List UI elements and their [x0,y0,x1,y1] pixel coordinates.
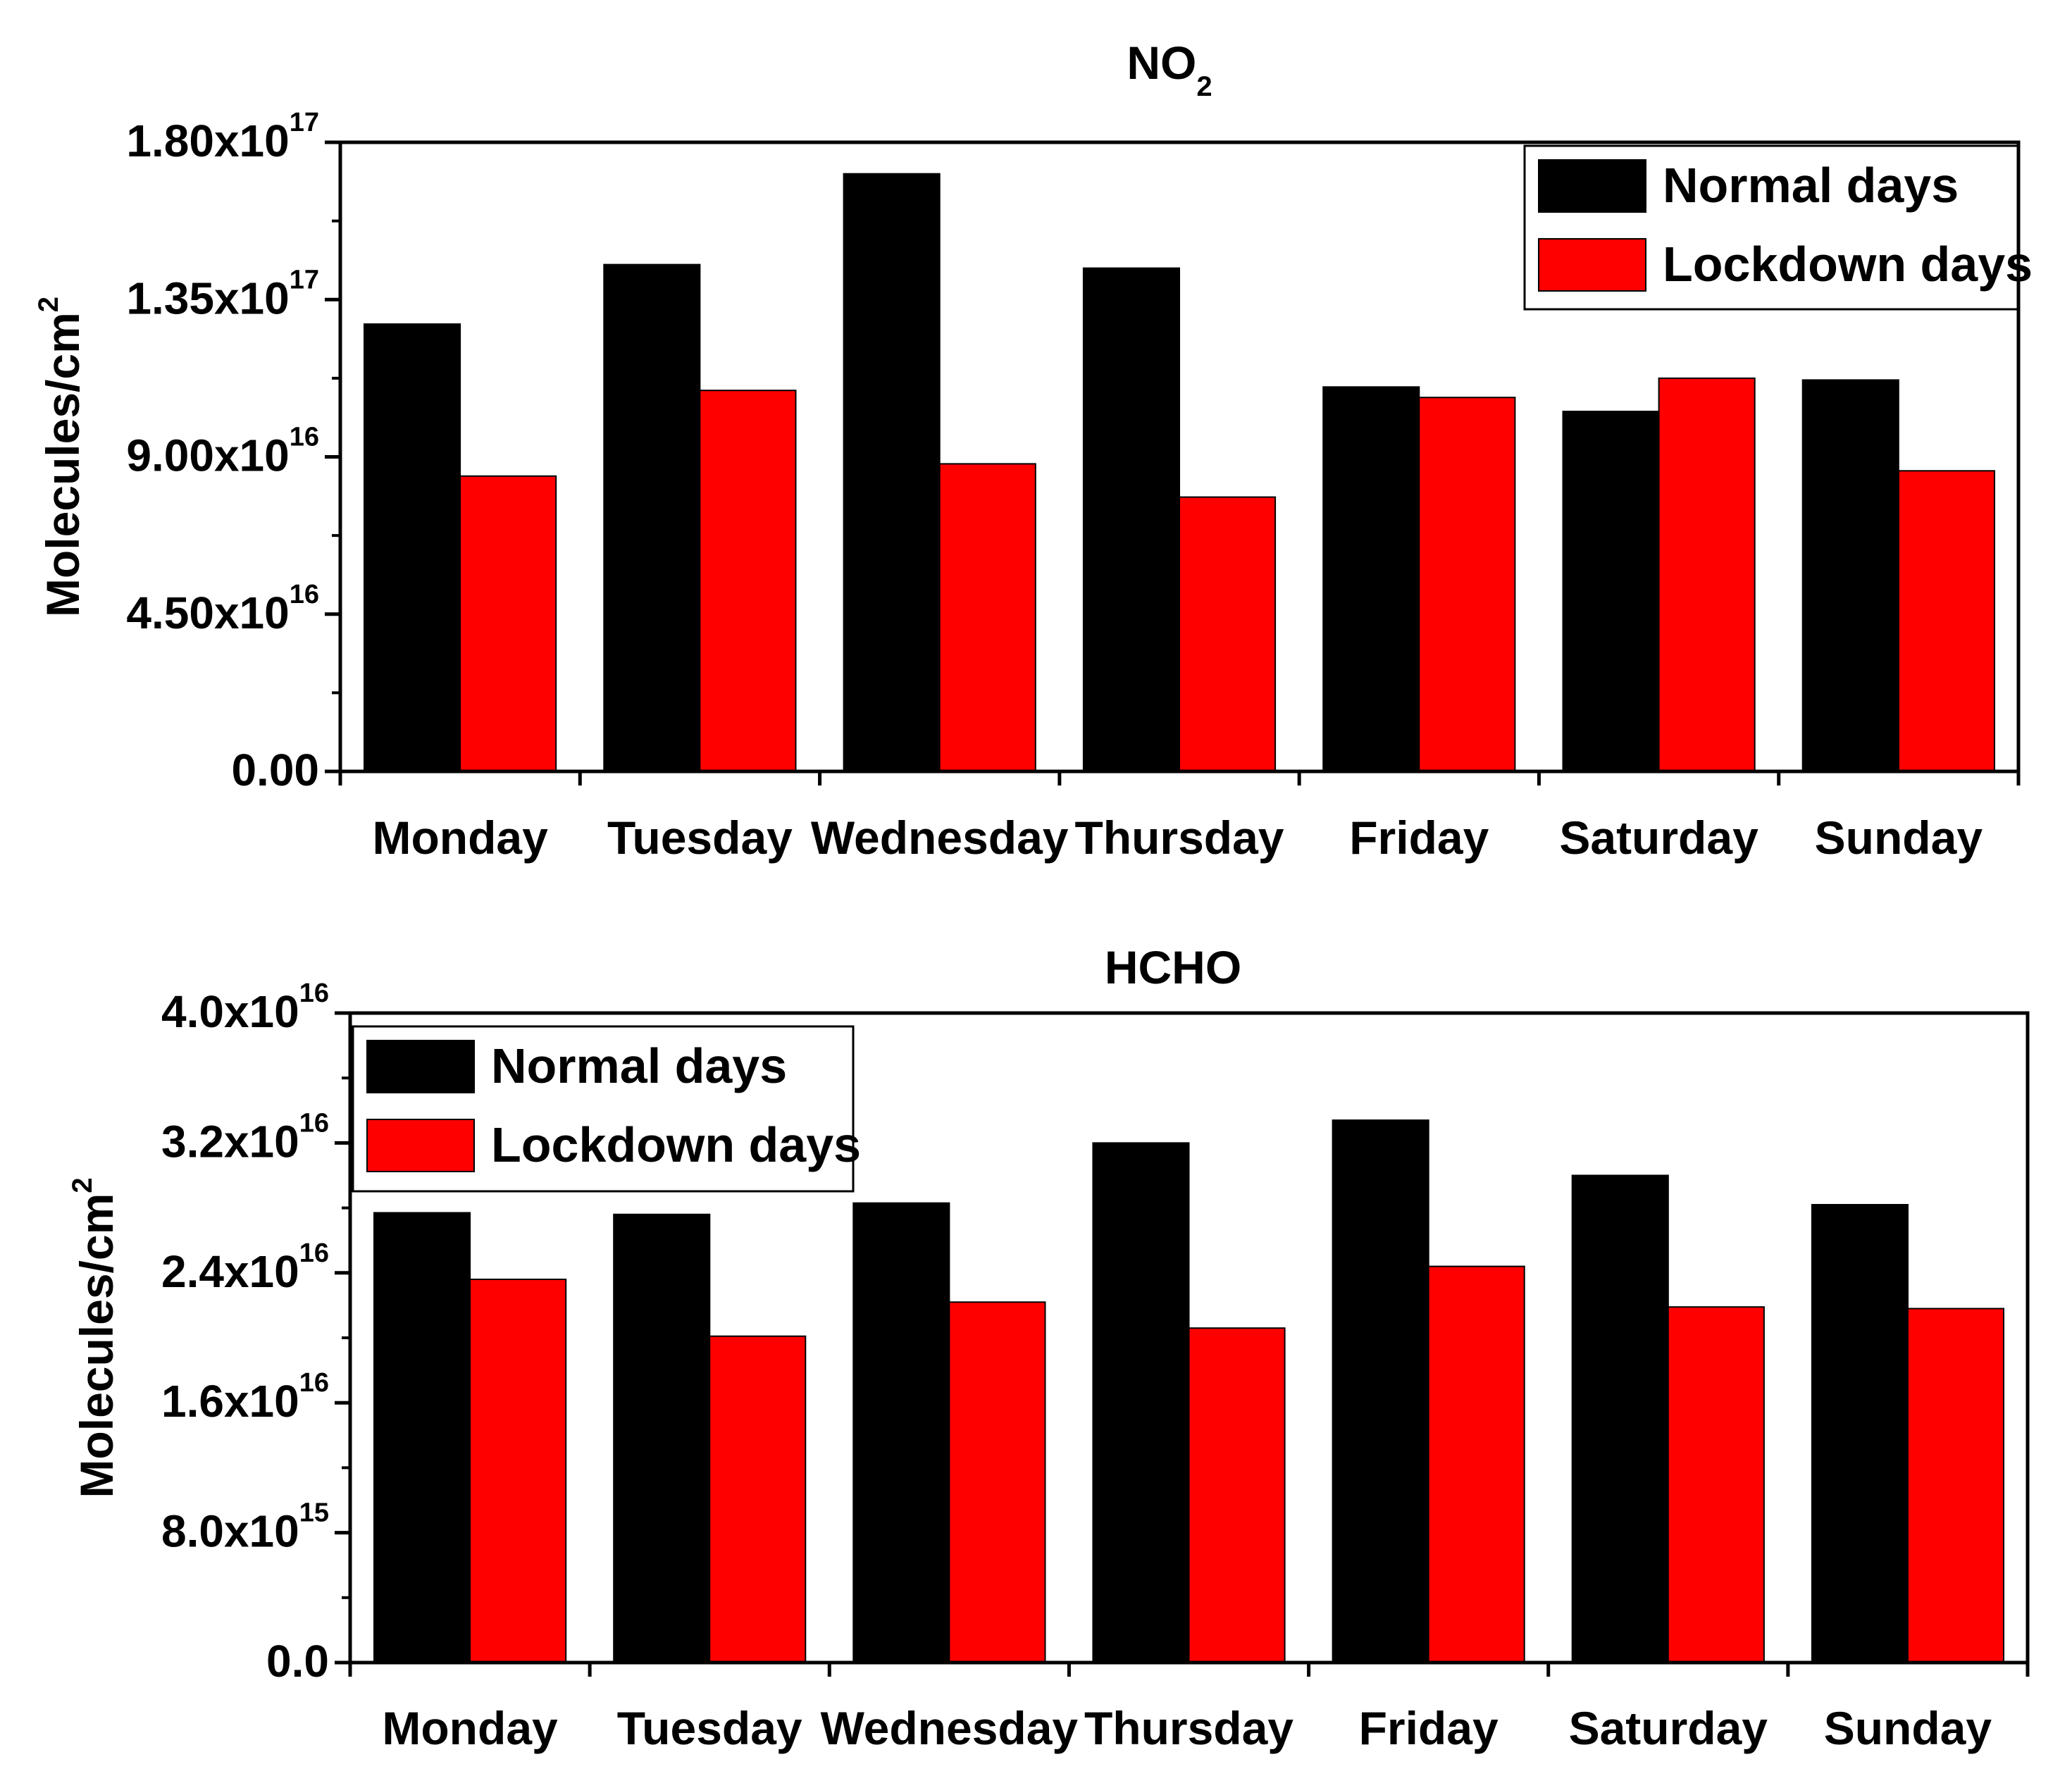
bar-lockdown-saturday [1667,1306,1765,1663]
bar-lockdown-thursday [1179,496,1277,772]
y-tick-mantissa: 1.6x10 [161,1376,299,1427]
y-tick-mantissa: 4.50x10 [126,588,289,638]
y-axis-label: Molecules/cm2 [67,1177,123,1498]
bar-normal-wednesday [843,173,941,772]
legend-swatch-lockdown [366,1119,475,1172]
y-tick-label: 0.0 [266,1636,329,1687]
y-tick-label: 0.00 [231,745,319,795]
y-tick-exponent: 16 [290,423,319,452]
bar-normal-thursday [1092,1142,1190,1663]
y-tick-exponent: 16 [299,1368,329,1398]
bar-lockdown-friday [1427,1265,1525,1663]
y-tick-exponent: 17 [290,265,319,294]
bar-normal-saturday [1571,1174,1669,1663]
x-tick-label-monday: Monday [372,812,548,864]
x-tick-label-monday: Monday [382,1702,558,1754]
bar-lockdown-saturday [1658,377,1756,772]
chart-hcho: 0.08.0x10151.6x10162.4x10163.2x10164.0x1… [67,941,2030,1754]
y-tick-label: 4.0x1016 [161,979,329,1037]
x-tick-label-tuesday: Tuesday [607,812,793,864]
bar-normal-sunday [1811,1204,1909,1663]
y-tick-mantissa: 9.00x10 [126,430,289,481]
legend: Normal days Lockdown days [352,1025,861,1193]
y-axis-label-superscript: 2 [33,297,64,312]
chart-title: NO2 [1127,37,1212,102]
y-tick-label: 3.2x1016 [161,1108,329,1167]
legend-label-lockdown: Lockdown days [1663,237,2033,292]
bar-normal-saturday [1562,411,1660,772]
y-tick-mantissa: 1.80x10 [126,116,289,166]
bar-lockdown-sunday [1906,1308,2004,1663]
bar-lockdown-wednesday [938,463,1036,773]
bar-normal-monday [364,323,461,772]
legend-label-normal: Normal days [1663,158,1959,213]
y-axis-label-superscript: 2 [67,1177,98,1193]
bar-normal-tuesday [603,263,701,773]
bar-normal-monday [373,1212,471,1663]
y-tick-label: 2.4x1016 [161,1238,329,1297]
chart-title: HCHO [1105,941,1241,993]
chart-no2: 0.004.50x10169.00x10161.35x10171.80x1017… [33,37,2033,864]
chart-title-main: HCHO [1105,941,1241,993]
y-tick-label: 4.50x1016 [126,580,319,638]
y-tick-exponent: 16 [290,580,319,609]
y-tick-exponent: 15 [299,1498,329,1528]
x-tick-label-thursday: Thursday [1084,1702,1294,1754]
bar-normal-sunday [1801,379,1899,772]
y-tick-mantissa: 8.0x10 [161,1506,299,1557]
y-tick-label: 1.35x1017 [126,265,319,323]
y-tick-mantissa: 4.0x10 [161,986,299,1037]
x-tick-label-saturday: Saturday [1559,812,1758,864]
x-tick-label-friday: Friday [1359,1702,1499,1754]
y-tick-label: 9.00x1016 [126,423,319,481]
bar-lockdown-friday [1418,397,1516,772]
y-tick-label: 1.6x1016 [161,1368,329,1427]
y-axis-label-main: Molecules/cm [37,312,89,617]
y-tick-mantissa: 1.35x10 [126,273,289,323]
legend: Normal days Lockdown days [1523,144,2033,311]
bar-normal-friday [1322,386,1420,772]
y-axis-label-main: Molecules/cm [70,1193,123,1498]
x-tick-label-saturday: Saturday [1569,1702,1768,1754]
bar-lockdown-tuesday [699,390,797,772]
y-tick-mantissa: 3.2x10 [161,1116,299,1167]
x-tick-label-thursday: Thursday [1074,812,1284,864]
bar-lockdown-monday [469,1279,567,1663]
x-tick-label-sunday: Sunday [1824,1702,1992,1754]
x-tick-label-friday: Friday [1349,812,1489,864]
y-tick-exponent: 17 [290,108,319,137]
x-tick-label-wednesday: Wednesday [811,812,1069,864]
legend-swatch-normal [366,1040,475,1093]
bar-normal-friday [1332,1119,1429,1663]
bar-normal-thursday [1082,267,1181,773]
y-tick-label: 1.80x1017 [126,108,319,166]
y-tick-exponent: 16 [299,1238,329,1268]
bar-normal-tuesday [613,1213,711,1664]
bar-lockdown-sunday [1897,470,1995,772]
y-tick-mantissa: 0.0 [266,1636,329,1687]
y-tick-label: 8.0x1015 [161,1498,329,1557]
y-tick-exponent: 16 [299,979,329,1008]
chart-title-subscript: 2 [1196,71,1212,102]
y-tick-mantissa: 2.4x10 [161,1246,299,1297]
x-tick-label-tuesday: Tuesday [617,1702,802,1754]
x-tick-label-sunday: Sunday [1815,812,1983,864]
bar-lockdown-tuesday [709,1335,807,1663]
y-tick-exponent: 16 [299,1108,329,1138]
chart-title-main: NO [1127,37,1196,89]
y-axis-label: Molecules/cm2 [33,297,89,617]
legend-swatch-normal [1538,159,1646,213]
x-tick-label-wednesday: Wednesday [821,1702,1079,1754]
legend-label-normal: Normal days [491,1038,787,1093]
bar-lockdown-wednesday [948,1301,1046,1664]
bar-lockdown-thursday [1188,1327,1286,1663]
legend-swatch-lockdown [1538,238,1646,292]
y-tick-mantissa: 0.00 [231,745,319,795]
bar-lockdown-monday [459,475,557,772]
bar-normal-wednesday [852,1202,950,1663]
legend-label-lockdown: Lockdown days [491,1117,861,1172]
